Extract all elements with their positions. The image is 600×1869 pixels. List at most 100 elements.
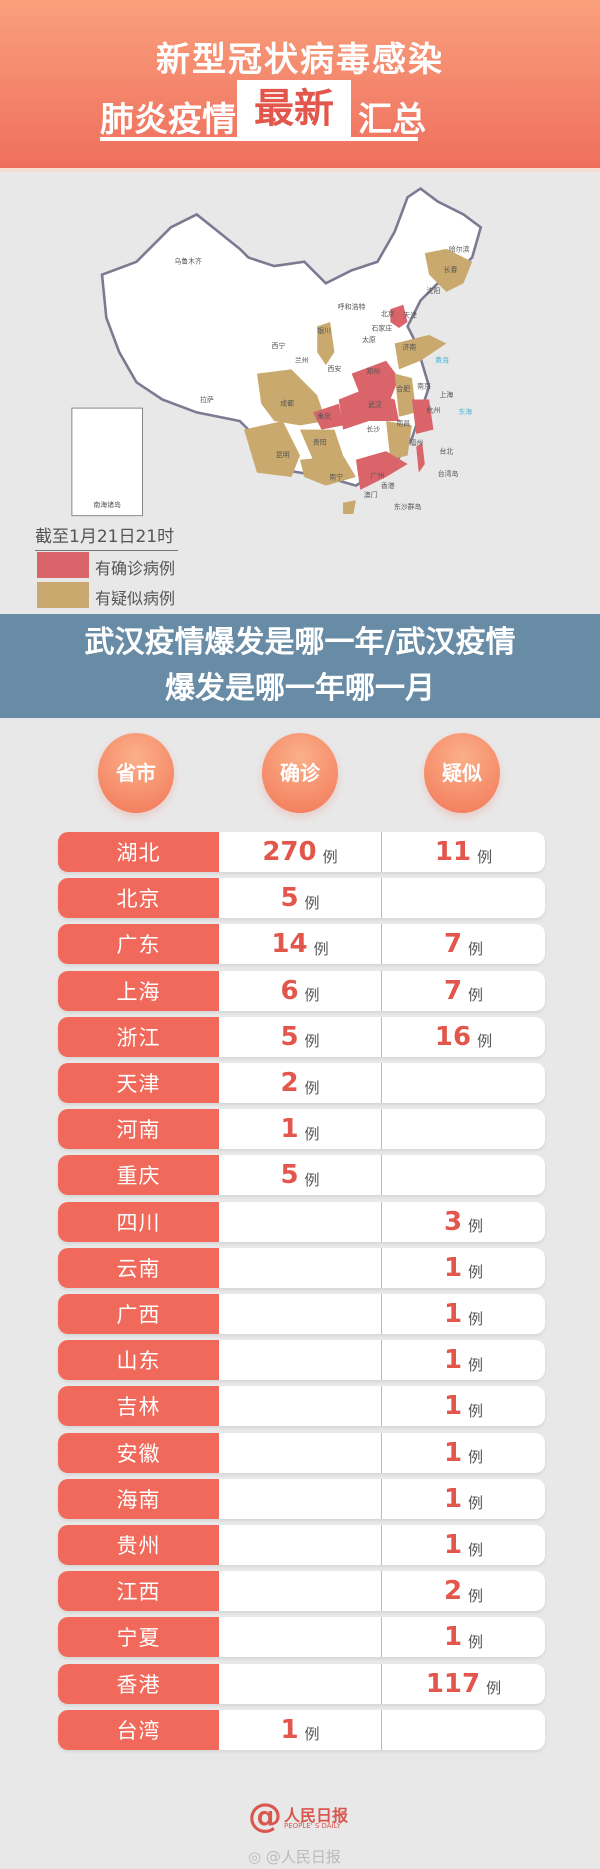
province-guangxi bbox=[300, 455, 356, 486]
peoples-daily-logo: @ 人民日报 PEOPLE' S DAILY bbox=[248, 1796, 358, 1836]
map-label: 石家庄 bbox=[371, 324, 392, 333]
region-cell: 北京 bbox=[58, 878, 219, 919]
map-label: 银川 bbox=[317, 326, 331, 335]
suspected-cell-value: 3 bbox=[443, 1206, 463, 1237]
title-line2-a: 肺炎疫情 bbox=[100, 100, 236, 140]
province-hainan bbox=[343, 500, 356, 514]
legend-confirmed-swatch bbox=[37, 552, 89, 578]
weibo-handle: @人民日报 bbox=[265, 1848, 341, 1866]
province-anhui bbox=[394, 373, 417, 417]
map-label: 台北 bbox=[439, 447, 453, 456]
unit-label: 例 bbox=[477, 847, 493, 866]
map-label: 长沙 bbox=[366, 424, 380, 433]
unit-label: 例 bbox=[304, 986, 320, 1005]
confirmed-cell bbox=[219, 1478, 382, 1519]
table-row: 广东 14 例 7 例 bbox=[58, 924, 545, 965]
province-jilin bbox=[424, 248, 473, 292]
map-label: 黄海 bbox=[435, 355, 449, 364]
region-cell: 江西 bbox=[58, 1571, 219, 1612]
map-label: 呼和浩特 bbox=[338, 302, 366, 311]
map-label: 西安 bbox=[328, 364, 342, 373]
map-label: 南昌 bbox=[396, 418, 410, 427]
confirmed-cell-value: 14 bbox=[271, 929, 308, 960]
unit-label: 例 bbox=[468, 1401, 484, 1420]
map-label: 东海 bbox=[458, 407, 472, 416]
province-beijing bbox=[390, 304, 408, 329]
region-cell: 湖北 bbox=[58, 832, 219, 872]
suspected-cell: 117 例 bbox=[382, 1664, 545, 1704]
map-label: 沈阳 bbox=[427, 286, 441, 295]
title-highlight: 最新 bbox=[237, 80, 351, 138]
region-cell: 云南 bbox=[58, 1247, 219, 1288]
map-label: 昆明 bbox=[276, 451, 290, 459]
table-row: 贵州 1 例 bbox=[58, 1525, 545, 1565]
unit-label: 例 bbox=[468, 1355, 484, 1374]
region-cell: 天津 bbox=[58, 1063, 219, 1103]
confirmed-cell-value: 5 bbox=[280, 883, 299, 914]
unit-label: 例 bbox=[486, 1679, 502, 1698]
confirmed-cell-value: 2 bbox=[280, 1068, 299, 1098]
suspected-cell-value: 1 bbox=[443, 1299, 463, 1329]
unit-label: 例 bbox=[477, 1032, 493, 1051]
legend-confirmed-label: 有确诊病例 bbox=[95, 559, 176, 578]
table-row: 台湾 1 例 bbox=[58, 1709, 545, 1750]
overlay-title-line1: 武汉疫情爆发是哪一年/武汉疫情 bbox=[84, 625, 516, 660]
confirmed-cell bbox=[219, 1571, 382, 1612]
suspected-cell-value: 1 bbox=[443, 1530, 463, 1560]
confirmed-cell bbox=[219, 1247, 382, 1288]
map-label: 南京 bbox=[417, 381, 431, 390]
suspected-cell-value: 7 bbox=[443, 929, 463, 960]
region-cell: 广西 bbox=[58, 1294, 219, 1334]
suspected-cell-value: 117 bbox=[425, 1668, 481, 1699]
map-label: 长春 bbox=[444, 265, 458, 274]
province-guangdong bbox=[355, 451, 408, 490]
table-row: 四川 3 例 bbox=[58, 1201, 545, 1242]
region-cell: 香港 bbox=[58, 1663, 219, 1704]
map-label: 福州 bbox=[409, 438, 423, 447]
unit-label: 例 bbox=[468, 1309, 484, 1328]
map-label: 兰州 bbox=[295, 355, 309, 364]
region-cell: 吉林 bbox=[58, 1386, 219, 1427]
confirmed-cell-value: 1 bbox=[280, 1714, 299, 1745]
map-label: 乌鲁木齐 bbox=[174, 256, 202, 265]
suspected-cell-value: 1 bbox=[443, 1391, 463, 1422]
province-yunnan bbox=[244, 421, 300, 477]
suspected-cell-value: 16 bbox=[434, 1021, 472, 1052]
confirmed-cell bbox=[219, 1432, 382, 1473]
suspected-cell-value: 1 bbox=[443, 1437, 463, 1468]
unit-label: 例 bbox=[468, 1494, 484, 1513]
unit-label: 例 bbox=[468, 986, 484, 1005]
table-row: 海南 1 例 bbox=[58, 1478, 545, 1519]
region-cell: 重庆 bbox=[58, 1155, 219, 1196]
table-row: 广西 1 例 bbox=[58, 1294, 545, 1334]
map-label: 东沙群岛 bbox=[394, 502, 422, 511]
suspected-cell bbox=[382, 1155, 545, 1195]
confirmed-cell-value: 1 bbox=[280, 1114, 299, 1145]
province-ningxia bbox=[317, 322, 335, 366]
table-row: 江西 2 例 bbox=[58, 1571, 545, 1612]
map-label: 南宁 bbox=[329, 473, 343, 482]
unit-label: 例 bbox=[468, 939, 484, 958]
overlay-title-banner: 武汉疫情爆发是哪一年/武汉疫情 爆发是哪一年哪一月 bbox=[0, 614, 600, 718]
map-label: 南海诸岛 bbox=[93, 500, 121, 509]
confirmed-cell: 270 例 bbox=[219, 832, 382, 872]
confirmed-cell bbox=[219, 1525, 382, 1565]
province-henan bbox=[351, 360, 399, 400]
table-row: 湖北 270 例 11 例 bbox=[58, 832, 545, 872]
header-banner: 新型冠状病毒感染 肺炎疫情 最新 汇总 bbox=[0, 0, 600, 172]
map-label: 拉萨 bbox=[200, 395, 214, 404]
map-label: 武汉 bbox=[368, 400, 382, 409]
suspected-cell bbox=[382, 1063, 545, 1103]
header-confirmed: 确诊 bbox=[262, 733, 338, 813]
region-cell: 海南 bbox=[58, 1478, 219, 1519]
confirmed-cell bbox=[219, 1663, 382, 1704]
province-zhejiang bbox=[411, 399, 434, 434]
